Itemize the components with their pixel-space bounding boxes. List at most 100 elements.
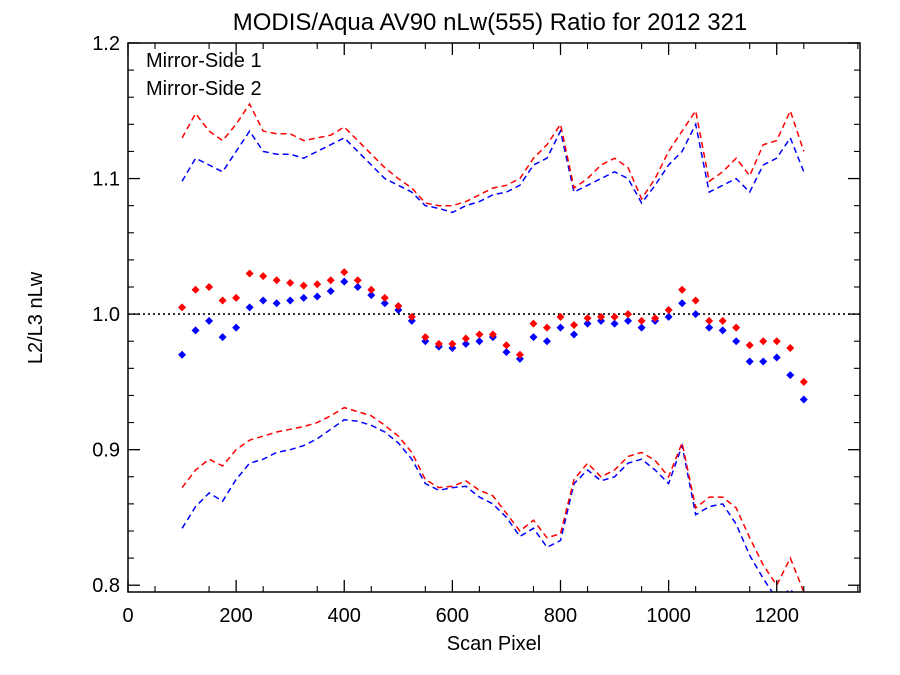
series-2-point [394,301,403,310]
series-1-lower-dashed-line [181,419,794,592]
series-2-point [637,316,646,325]
series-1-point [583,319,592,328]
series-1-point [191,326,200,335]
series-2-point [745,341,754,350]
x-tick-label: 1000 [646,605,691,627]
series-2-point [232,293,241,302]
series-2-point [624,310,633,319]
series-1-point [380,299,389,308]
y-tick-label: 1.2 [92,33,120,55]
series-2-point [326,276,335,285]
series-1-point [286,296,295,305]
series-2-point [772,337,781,346]
series-1-point [732,337,741,346]
series-1-point [218,333,227,342]
series-1-point [340,277,349,286]
series-1-point [461,339,470,348]
series-1-point [597,316,606,325]
series-2-point [732,323,741,332]
series-2-point [340,268,349,277]
legend: Mirror-Side 1 Mirror-Side 2 [146,50,262,100]
x-tick-label: 800 [544,605,577,627]
series-2-point [353,276,362,285]
series-1-point [313,292,322,301]
plot-area: 0 200 400 600 800 1000 1200 0.8 0.9 1.0 1.1 1.2 [92,33,861,627]
plot-frame [127,42,861,593]
series-2-point [475,330,484,339]
series-1-point [624,316,633,325]
legend-entry-mirror-side-2: Mirror-Side 2 [146,78,262,100]
series-2-point [421,333,430,342]
series-1-point [326,287,335,296]
series-1-point [502,348,511,357]
series-1-point [353,283,362,291]
series-2-point [597,312,606,321]
series-1-point [799,395,808,404]
series-2-point [705,316,714,325]
series-2-point [407,312,416,321]
series-1-point [705,323,714,332]
y-tick-label: 0.8 [92,575,120,597]
series-2-point [259,272,268,281]
series-2-lower-dashed-line [181,406,805,592]
plot-data-group [128,102,860,592]
series-1-point [245,303,254,312]
series-2-point [556,312,565,321]
x-tick-label: 0 [122,605,133,627]
series-1-point [407,316,416,325]
series-1-point [745,357,754,366]
series-2-point [178,303,187,312]
series-2-point [434,339,443,348]
chart-title: MODIS/Aqua AV90 nLw(555) Ratio for 2012 … [233,9,748,36]
series-1-point [759,357,768,366]
series-1-point [664,312,673,321]
series-2-point [461,334,470,343]
series-1-point [394,306,403,315]
series-1-point [556,323,565,332]
series-1-point [367,291,376,300]
series-2-point [205,283,214,291]
series-1-point [718,326,727,335]
series-1-point [678,299,687,308]
series-2-point [515,350,524,359]
y-tick-label: 0.9 [92,440,120,462]
y-axis-label: L2/L3 nLw [25,271,47,364]
series-2-point [610,312,619,321]
series-1-point [515,354,524,363]
x-axis-label: Scan Pixel [447,633,542,655]
series-2-point [542,323,551,332]
x-tick-label: 400 [328,605,361,627]
series-2-point [380,293,389,302]
series-1-point [421,337,430,346]
series-1-point [299,293,308,302]
series-2-point [651,314,660,323]
series-2-point [664,306,673,315]
series-1-point [205,316,214,325]
series-2-point [786,344,795,352]
series-1-point [637,323,646,332]
series-2-point [759,337,768,346]
x-tick-label: 200 [219,605,252,627]
series-1-point [786,371,795,380]
series-1-point [570,330,579,339]
series-2-point [799,377,808,386]
series-1-point [448,344,457,352]
x-tick-label: 600 [436,605,469,627]
series-1-point [772,353,781,362]
series-1-upper-dashed-line [181,122,805,214]
series-2-point [718,316,727,325]
series-2-point [488,330,497,339]
series-2-point [529,319,538,328]
y-tick-label: 1.1 [92,169,120,191]
series-1-point [178,350,187,359]
series-2-upper-dashed-line [181,102,805,207]
legend-entry-mirror-side-1: Mirror-Side 1 [146,50,262,72]
series-2-point [570,320,579,329]
series-2-point [583,314,592,323]
x-tick-label: 1200 [754,605,799,627]
series-2-point [367,285,376,294]
series-1-point [272,299,281,308]
series-2-point [678,285,687,294]
series-2-point [218,296,227,305]
